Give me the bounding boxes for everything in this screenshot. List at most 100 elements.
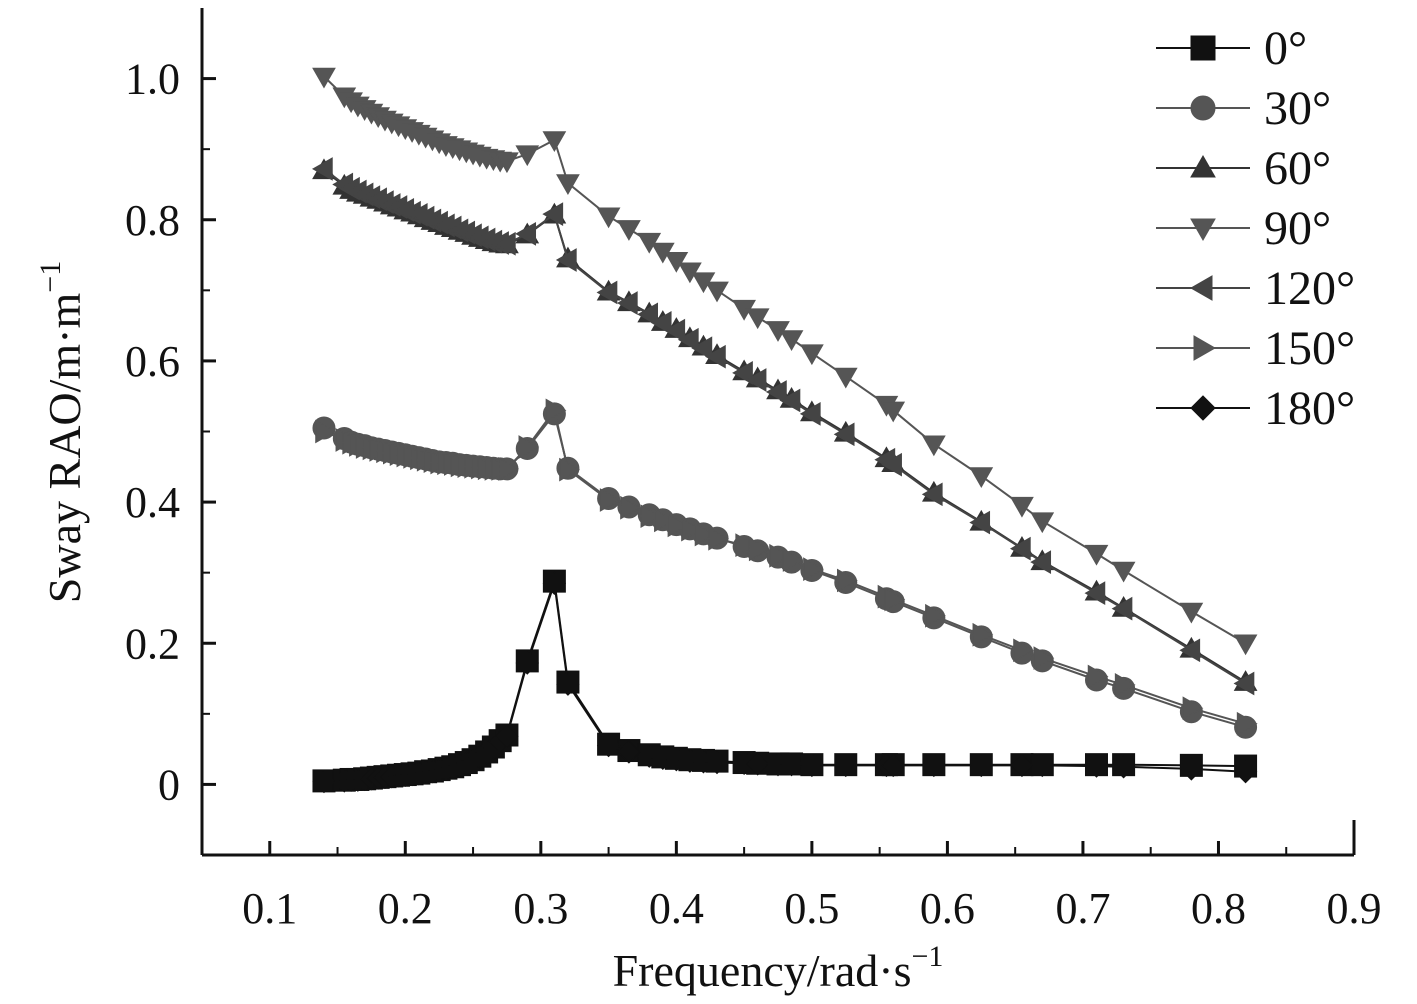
data-point-90deg [881,401,906,423]
data-point-180deg [556,672,580,696]
x-axis-title-sup: −1 [911,940,943,973]
data-point-120deg [969,510,991,535]
data-point-120deg [650,310,672,335]
series-line-120deg [323,168,1247,685]
series-150deg [315,398,1258,736]
legend-marker-0deg [1190,35,1216,61]
data-point-120deg [705,344,726,369]
data-point-180deg [969,753,994,778]
data-point-150deg [545,398,567,423]
legend-entry-180deg: 180° [1156,382,1355,435]
data-point-90deg [800,344,824,366]
legend-label-180deg: 180° [1264,382,1355,435]
data-point-150deg [1087,664,1109,689]
y-tick-label: 1.0 [125,55,180,104]
data-point-180deg [745,752,770,776]
data-point-150deg [667,513,689,538]
legend-entry-60deg: 60° [1156,142,1331,195]
data-point-120deg [596,280,618,305]
legend-marker-180deg [1190,395,1216,421]
data-point-150deg [640,504,662,529]
x-axis-title-main: Frequency/rad·s [613,945,912,996]
data-point-150deg [1033,646,1055,670]
data-point-180deg [922,753,946,778]
data-point-90deg [556,174,580,196]
data-point-120deg [881,452,902,477]
data-point-150deg [315,419,336,444]
data-point-180deg [515,651,539,675]
y-tick-label: 0 [158,760,180,809]
data-point-150deg [599,488,621,512]
data-point-90deg [969,467,994,488]
y-ticks: 0 0.2 0.4 0.6 0.8 1.0 [125,55,216,856]
data-point-150deg [1013,638,1034,663]
data-point-120deg [691,336,713,361]
data-point-90deg [921,435,946,457]
legend-entry-0deg: 0° [1156,22,1307,75]
legend-entry-90deg: 90° [1156,202,1331,255]
legend-label-120deg: 120° [1264,262,1355,315]
data-point-120deg [765,380,787,404]
data-point-120deg [1233,671,1255,696]
x-tick-label: 0.9 [1327,884,1382,933]
data-point-150deg [837,568,858,593]
y-axis-title: Sway RAO/m·m−1 [34,261,90,603]
legend-marker-120deg [1189,275,1213,301]
data-point-150deg [735,533,757,558]
data-point-180deg [1010,753,1034,778]
data-point-120deg [921,482,943,507]
legend-label-30deg: 30° [1264,82,1331,135]
data-point-90deg [515,145,540,167]
series-line-60deg [323,169,1247,683]
data-point-90deg [617,220,641,241]
data-point-120deg [1111,596,1133,621]
data-point-150deg [654,508,675,533]
y-tick-label: 0.6 [125,337,180,386]
data-point-90deg [1030,512,1055,534]
y-axis-title-main: Sway RAO/m·m [39,292,90,603]
data-point-150deg [782,548,804,572]
data-point-120deg [732,361,753,385]
legend-label-0deg: 0° [1264,22,1307,75]
data-point-90deg [495,152,519,174]
x-axis-title: Frequency/rad·s−1 [613,940,944,996]
x-tick-label: 0.4 [649,884,704,933]
data-point-150deg [1182,696,1204,721]
legend: 0° 30° 60° 90° 120° 150° 180° [1156,22,1355,435]
x-tick-label: 0.2 [378,884,433,933]
data-point-120deg [664,318,686,343]
data-point-90deg [1179,602,1204,624]
x-tick-label: 0.5 [784,884,839,933]
legend-marker-150deg [1193,335,1217,361]
data-point-180deg [779,752,804,777]
data-point-150deg [748,537,770,562]
data-point-180deg [495,724,519,749]
series-layer [311,67,1258,794]
data-point-180deg [617,740,641,764]
data-point-180deg [596,733,621,758]
data-point-180deg [1233,760,1258,784]
y-tick-label: 0.2 [125,619,180,668]
data-point-150deg [972,622,994,647]
data-point-120deg [799,401,821,426]
data-point-150deg [681,517,702,542]
data-point-90deg [1010,496,1034,518]
data-point-120deg [616,291,638,315]
data-point-150deg [803,557,824,581]
data-point-120deg [833,422,855,447]
data-point-90deg [705,281,729,303]
data-point-150deg [925,603,946,628]
data-point-120deg [1009,536,1031,561]
y-tick-label: 0.8 [125,196,180,245]
data-point-90deg [1084,544,1109,566]
x-tick-label: 0.7 [1055,884,1110,933]
data-point-90deg [1111,561,1136,583]
data-point-180deg [1084,754,1109,778]
data-point-180deg [1111,755,1136,779]
data-point-180deg [881,753,905,778]
data-point-150deg [769,543,791,568]
data-point-150deg [620,495,641,520]
data-point-180deg [1030,753,1054,778]
series-180deg [312,571,1258,794]
